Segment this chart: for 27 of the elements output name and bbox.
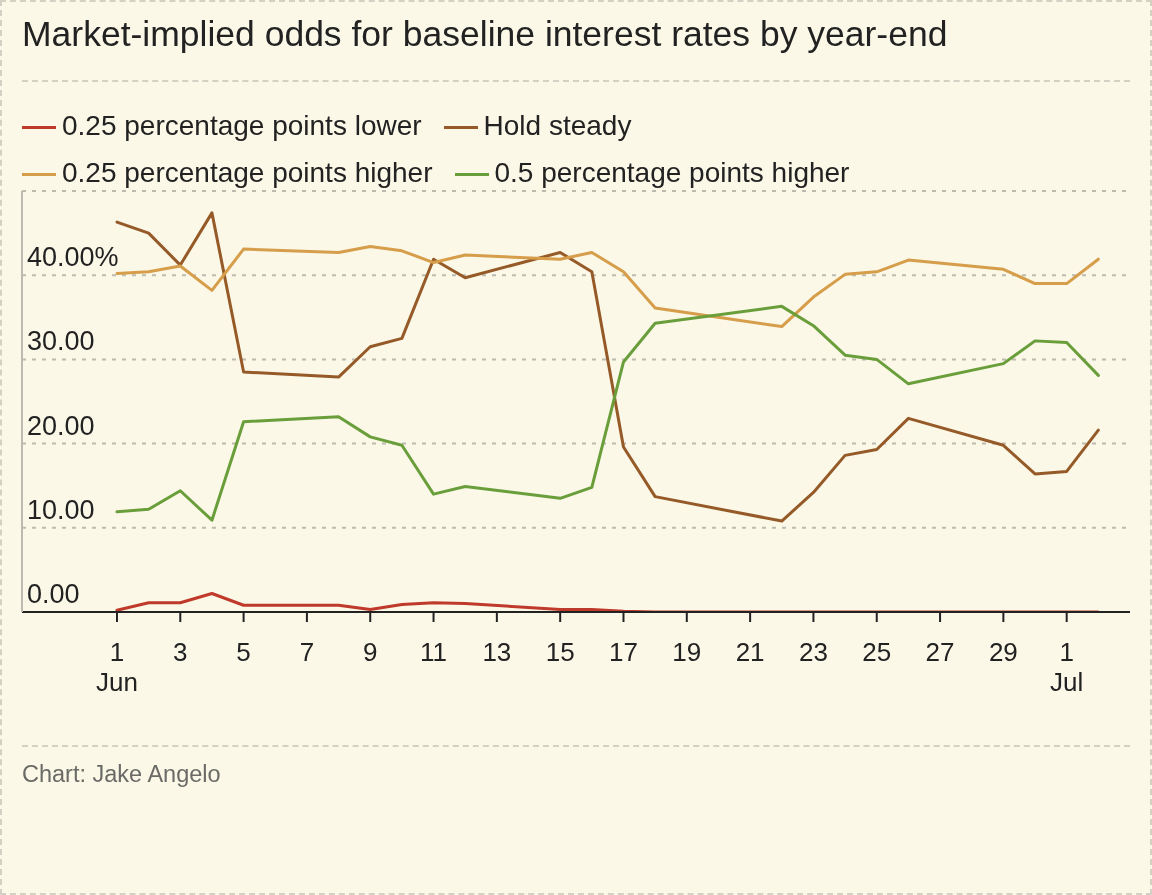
- legend-label: Hold steady: [483, 110, 632, 141]
- legend-label: 0.25 percentage points higher: [62, 157, 433, 188]
- y-tick-label: 40.00%: [27, 242, 119, 273]
- legend-label: 0.25 percentage points lower: [62, 110, 422, 141]
- x-tick-label: 13: [482, 637, 512, 667]
- x-tick-label: 17: [609, 637, 638, 667]
- x-tick-label: 9: [362, 637, 378, 667]
- chart-title: Market-implied odds for baseline interest rates by year-end: [22, 14, 948, 54]
- y-tick-label: 0.00: [27, 579, 80, 609]
- x-tick-label: 19: [672, 637, 702, 667]
- x-tick-label: 3: [173, 637, 188, 667]
- y-tick-label: 30.00: [27, 326, 95, 357]
- legend-label: 0.5 percentage points higher: [494, 157, 850, 188]
- x-tick-label: 5: [236, 637, 251, 667]
- x-tick-label: 15: [545, 637, 575, 667]
- x-tick-label: 27: [925, 637, 955, 667]
- x-tick-label: 1 Jul: [1050, 637, 1084, 697]
- x-tick-label: 1 Jun: [96, 637, 138, 697]
- text: Chart: Jake Angelo: [22, 761, 221, 787]
- x-tick-label: 29: [988, 637, 1018, 667]
- x-tick-label: 7: [299, 637, 315, 667]
- x-tick-label: 11: [420, 637, 448, 667]
- x-tick-label: 23: [798, 637, 828, 667]
- x-tick-label: 25: [862, 637, 892, 667]
- y-tick-label: 10.00: [27, 494, 95, 525]
- x-tick-label: 21: [735, 637, 765, 667]
- y-tick-label: 20.00: [27, 410, 95, 441]
